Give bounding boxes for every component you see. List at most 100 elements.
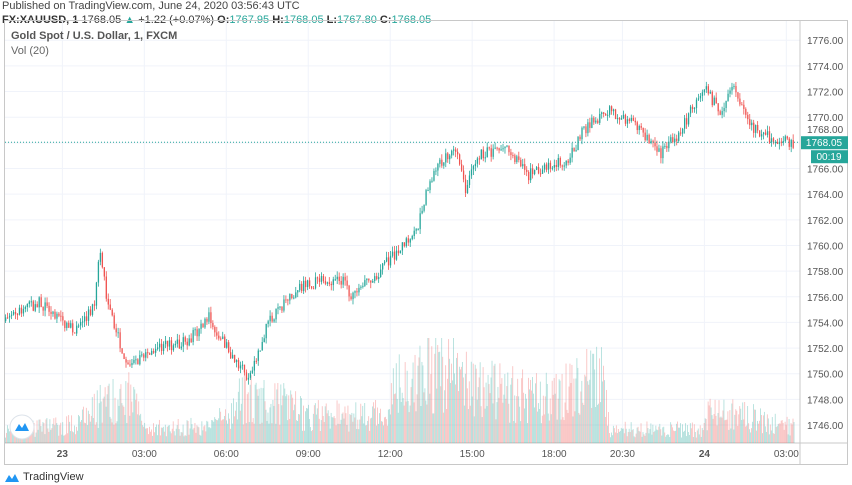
candle-body: [158, 343, 161, 348]
candle-body: [464, 179, 467, 194]
candle-body: [684, 118, 686, 129]
volume-bar: [594, 369, 596, 443]
volume-bar: [704, 418, 706, 443]
candle-body: [496, 147, 498, 149]
candle-body: [293, 297, 295, 299]
candle-body: [224, 336, 226, 348]
candle-body: [713, 97, 715, 106]
candle-body: [589, 122, 591, 128]
volume-bar: [31, 426, 33, 443]
volume-bar: [145, 428, 147, 443]
volume-bar: [477, 387, 479, 443]
volume-bar: [629, 432, 631, 443]
volume-bar: [100, 401, 102, 443]
volume-bar: [143, 426, 145, 443]
candle-body: [5, 317, 7, 322]
candle-body: [587, 122, 589, 134]
volume-bar: [568, 386, 570, 443]
volume-bar: [609, 437, 611, 443]
volume-bar: [517, 378, 519, 443]
volume-bar: [226, 420, 227, 443]
candle-body: [403, 242, 406, 247]
volume-bar: [66, 416, 68, 443]
candle-body: [395, 250, 398, 260]
candle-body: [330, 283, 332, 286]
candle-body: [672, 137, 674, 143]
candle-body: [500, 149, 502, 151]
volume-bar: [644, 435, 646, 443]
volume-bar: [166, 426, 168, 443]
volume-bar: [142, 425, 144, 443]
volume-bar: [754, 409, 755, 443]
volume-bar: [53, 418, 55, 443]
volume-bar: [756, 430, 757, 443]
chart-frame[interactable]: [4, 20, 848, 465]
candle-body: [537, 167, 540, 174]
candle-body: [285, 299, 287, 301]
candle-body: [457, 151, 459, 155]
volume-bar: [601, 347, 602, 443]
candle-body: [739, 98, 741, 105]
volume-bar: [367, 420, 369, 443]
candle-body: [85, 316, 88, 321]
volume-bar: [119, 388, 121, 443]
volume-bar: [484, 408, 486, 443]
candle-body: [255, 360, 257, 362]
y-tick-label: 1760.00: [807, 241, 844, 252]
volume-bar: [790, 423, 792, 443]
volume-bar: [749, 429, 751, 443]
volume-bar: [128, 372, 130, 443]
volume-bar: [82, 406, 84, 443]
volume-bar: [186, 420, 188, 443]
volume-bar: [72, 431, 74, 443]
volume-bar: [271, 423, 273, 443]
y-tick-label: 1766.00: [807, 165, 844, 176]
candle-body: [603, 112, 605, 114]
candle-body: [186, 341, 188, 346]
volume-bar: [638, 430, 640, 443]
volume-bar: [181, 432, 183, 443]
volume-bar: [586, 348, 588, 443]
volume-bar: [761, 433, 763, 443]
candle-body: [231, 354, 234, 359]
volume-bar: [787, 434, 789, 443]
candle-body: [119, 332, 121, 349]
candle-body: [129, 364, 131, 366]
volume-bar: [779, 423, 781, 443]
candle-body: [46, 302, 48, 306]
volume-bar: [669, 437, 671, 443]
volume-bar: [552, 394, 554, 443]
candle-body: [628, 119, 631, 121]
volume-bar: [233, 416, 235, 443]
volume-bar: [739, 406, 741, 443]
candle-body: [699, 95, 702, 99]
volume-bar: [457, 352, 458, 443]
volume-bar: [406, 370, 408, 443]
candle-body: [380, 269, 382, 278]
volume-bar: [178, 429, 180, 443]
candle-body: [155, 348, 157, 353]
y-tick-label: 1764.00: [807, 190, 844, 201]
candle-body: [622, 114, 625, 119]
volume-bar: [573, 378, 575, 443]
volume-bar: [780, 420, 782, 443]
volume-bar: [442, 356, 444, 443]
volume-bar: [516, 396, 518, 443]
volume-bar: [550, 414, 552, 443]
volume-bar: [385, 419, 387, 443]
candle-body: [99, 252, 102, 262]
candle-body: [314, 277, 317, 289]
volume-bar: [173, 431, 175, 443]
volume-bar: [77, 430, 78, 443]
volume-bar: [587, 381, 589, 443]
volume-bar: [418, 357, 420, 443]
candle-body: [305, 280, 307, 288]
candle-body: [664, 145, 666, 147]
volume-bar: [500, 383, 502, 443]
volume-bar: [466, 388, 468, 443]
volume-bar: [565, 363, 567, 443]
candle-body: [569, 157, 571, 163]
volume-bar: [694, 432, 696, 443]
volume-bar: [701, 427, 703, 443]
